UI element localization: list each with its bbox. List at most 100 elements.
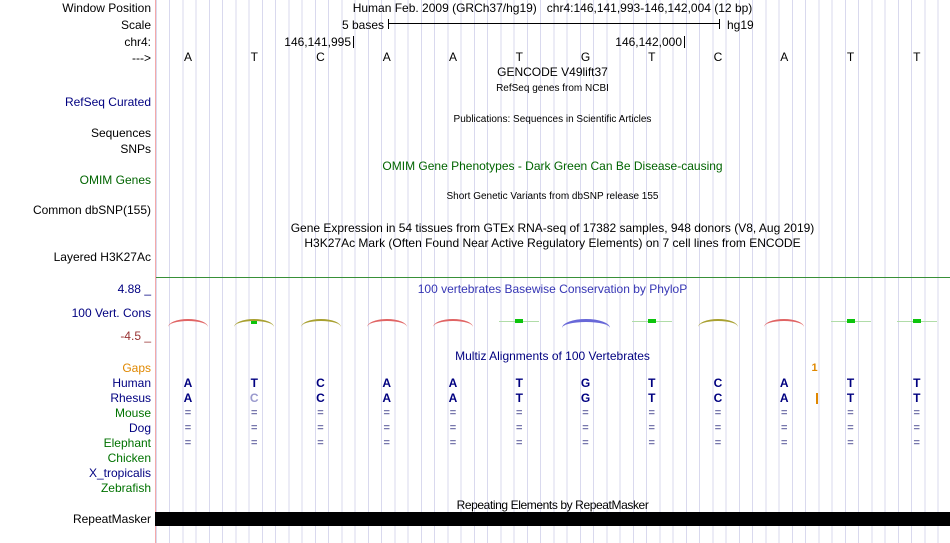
phylop-track-title[interactable]: 100 vertebrates Basewise Conservation by… xyxy=(417,282,688,296)
phylop-arc xyxy=(168,319,208,327)
species-label-x_tropicalis[interactable]: X_tropicalis xyxy=(88,466,151,480)
phylop-mark-12 xyxy=(896,318,937,326)
phylop-green-tick xyxy=(515,319,524,323)
alignment-mouse-base-8: = xyxy=(648,407,655,419)
alignment-human-base-1: A xyxy=(183,376,193,390)
alignment-elephant-base-10: = xyxy=(781,437,788,449)
repeatmasker-label[interactable]: RepeatMasker xyxy=(72,512,151,526)
alignment-elephant-base-8: = xyxy=(648,437,655,449)
alignment-rhesus-base-8: T xyxy=(648,391,656,405)
phylop-arc xyxy=(433,319,473,327)
alignment-rhesus-base-11: T xyxy=(846,391,855,405)
alignment-elephant-base-12: = xyxy=(913,437,920,449)
coordinate-right-tick xyxy=(684,36,685,48)
alignment-dog-base-2: = xyxy=(251,422,258,434)
omim-genes-label[interactable]: OMIM Genes xyxy=(79,173,151,187)
scale-bracket xyxy=(388,19,720,29)
alignment-rhesus-base-2: C xyxy=(249,391,259,405)
phylop-arc xyxy=(366,319,407,327)
alignment-mouse-base-3: = xyxy=(317,407,324,419)
h3k27ac-track-title[interactable]: H3K27Ac Mark (Often Found Near Active Re… xyxy=(304,236,801,250)
alignment-dog-base-12: = xyxy=(913,422,920,434)
alignment-dog-base-5: = xyxy=(449,422,457,434)
species-label-zebrafish[interactable]: Zebrafish xyxy=(100,481,151,495)
phylop-mark-6 xyxy=(499,318,540,326)
window-position-value: Human Feb. 2009 (GRCh37/hg19) chr4:146,1… xyxy=(352,1,753,15)
dbsnp-track-title[interactable]: Short Genetic Variants from dbSNP releas… xyxy=(446,191,659,202)
refseq-track-title[interactable]: RefSeq genes from NCBI xyxy=(496,83,609,94)
gencode-track-title[interactable]: GENCODE V49lift37 xyxy=(497,65,608,79)
scale-value: 5 bases xyxy=(341,18,384,32)
alignment-human-base-5: A xyxy=(448,376,458,390)
alignment-rhesus-base-7: G xyxy=(580,391,591,405)
alignment-dog-base-8: = xyxy=(648,422,655,434)
gaps-insert-count: 1 xyxy=(811,362,818,374)
phylop-arc xyxy=(698,319,738,327)
gtex-track-title[interactable]: Gene Expression in 54 tissues from GTEx … xyxy=(290,221,815,235)
multiz-track-title[interactable]: Multiz Alignments of 100 Vertebrates xyxy=(455,349,650,363)
sequence-base-7: G xyxy=(580,50,591,64)
alignment-dog-base-10: = xyxy=(781,422,788,434)
sequences-label[interactable]: Sequences xyxy=(90,126,151,140)
alignment-rhesus-base-4: A xyxy=(382,391,392,405)
species-label-human[interactable]: Human xyxy=(112,376,151,390)
conservation-label[interactable]: 100 Vert. Cons xyxy=(71,306,151,320)
alignment-mouse-base-11: = xyxy=(847,407,854,419)
alignment-human-base-8: T xyxy=(648,376,656,390)
alignment-dog-base-4: = xyxy=(383,422,390,434)
alignment-mouse-base-7: = xyxy=(582,407,589,419)
alignment-mouse-base-12: = xyxy=(913,407,920,419)
alignment-dog-base-7: = xyxy=(582,422,589,434)
phylop-mark-1 xyxy=(168,318,208,326)
phylop-arc xyxy=(561,319,610,328)
alignment-rhesus-base-10: A xyxy=(779,391,789,405)
phylop-mark-3 xyxy=(300,318,341,327)
alignment-human-base-9: C xyxy=(713,376,723,390)
species-label-gaps[interactable]: Gaps xyxy=(122,361,151,375)
rhesus-insertion-bar xyxy=(815,393,818,404)
alignment-elephant-base-4: = xyxy=(383,437,390,449)
phylop-arc xyxy=(300,319,341,327)
alignment-human-base-2: T xyxy=(250,376,258,390)
alignment-mouse-base-5: = xyxy=(449,407,457,419)
phylop-mark-5 xyxy=(433,318,473,326)
alignment-human-base-11: T xyxy=(846,376,855,390)
publications-track-title[interactable]: Publications: Sequences in Scientific Ar… xyxy=(453,114,652,125)
repeatmasker-track-title[interactable]: Repeating Elements by RepeatMasker xyxy=(456,498,649,512)
phylop-mark-10 xyxy=(764,318,805,326)
alignment-dog-base-11: = xyxy=(847,422,854,434)
alignment-rhesus-base-1: A xyxy=(183,391,193,405)
alignment-dog-base-6: = xyxy=(516,422,523,434)
alignment-dog-base-1: = xyxy=(184,422,192,434)
repeatmasker-feature-bar[interactable] xyxy=(155,512,950,526)
alignment-mouse-base-1: = xyxy=(184,407,192,419)
phylop-mark-7 xyxy=(561,318,610,326)
assembly-short-label: hg19 xyxy=(727,18,754,32)
refseq-curated-label[interactable]: RefSeq Curated xyxy=(64,95,151,109)
species-label-chicken[interactable]: Chicken xyxy=(107,451,151,465)
species-label-mouse[interactable]: Mouse xyxy=(114,406,151,420)
phylop-arc xyxy=(234,319,275,327)
species-label-elephant[interactable]: Elephant xyxy=(103,436,151,450)
phylop-mark-8 xyxy=(631,318,672,326)
alignment-rhesus-base-3: C xyxy=(316,391,325,405)
alignment-mouse-base-9: = xyxy=(714,407,722,419)
coordinate-left: 146,141,995 xyxy=(284,35,351,49)
phylop-mark-2 xyxy=(234,318,275,327)
phylop-green-tick xyxy=(846,319,855,323)
dbsnp-label[interactable]: Common dbSNP(155) xyxy=(32,203,151,217)
strand-arrow: ---> xyxy=(132,51,151,65)
alignment-elephant-base-2: = xyxy=(251,437,258,449)
alignment-human-base-6: T xyxy=(515,376,523,390)
sequence-base-12: T xyxy=(913,50,921,64)
h3k27ac-label[interactable]: Layered H3K27Ac xyxy=(53,250,151,264)
alignment-elephant-base-11: = xyxy=(847,437,854,449)
omim-track-title[interactable]: OMIM Gene Phenotypes - Dark Green Can Be… xyxy=(382,159,723,173)
species-label-rhesus[interactable]: Rhesus xyxy=(110,391,151,405)
snps-label[interactable]: SNPs xyxy=(120,142,151,156)
alignment-mouse-base-6: = xyxy=(516,407,523,419)
sequence-base-2: T xyxy=(250,50,258,64)
species-label-dog[interactable]: Dog xyxy=(128,421,151,435)
alignment-rhesus-base-9: C xyxy=(713,391,723,405)
